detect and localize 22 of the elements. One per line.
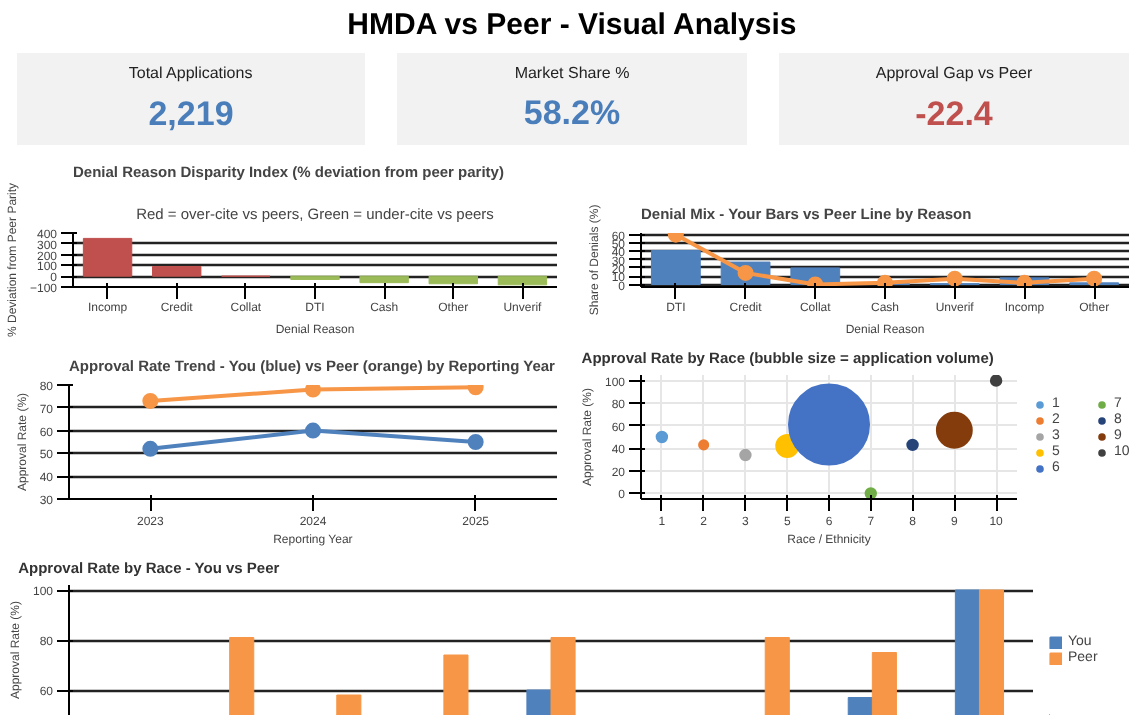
bar (359, 275, 409, 284)
text: 2,219 (148, 94, 234, 133)
point (946, 270, 963, 287)
text: Approval Gap vs Peer (875, 64, 1033, 83)
bar (152, 265, 202, 277)
bar (497, 275, 548, 286)
point (877, 274, 893, 287)
point (142, 440, 159, 457)
point (305, 422, 321, 439)
text: Market Share % (514, 64, 630, 83)
text: -22.4 (915, 94, 994, 133)
point (1016, 274, 1033, 287)
text: 58.2% (523, 93, 621, 132)
point (305, 385, 321, 398)
bar (650, 249, 701, 286)
text: HMDA vs Peer - Visual Analysis (347, 8, 797, 42)
point (467, 434, 484, 450)
bar (82, 237, 133, 277)
point (142, 392, 159, 409)
bar (428, 275, 478, 285)
text: Total Applications (128, 64, 253, 83)
point (1086, 270, 1103, 287)
